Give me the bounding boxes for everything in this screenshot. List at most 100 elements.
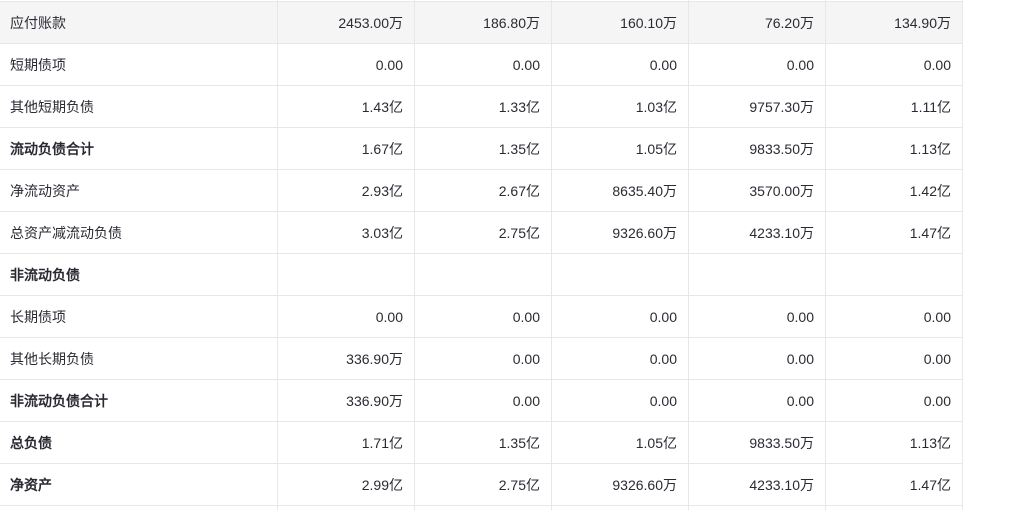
cell-value <box>278 254 415 295</box>
row-label: 其他短期负债 <box>0 86 278 127</box>
cell-value: 9326.60万 <box>552 212 689 253</box>
cell-value: 0.00 <box>415 380 552 421</box>
row-label: 净资产 <box>0 464 278 505</box>
cell-value: 9833.50万 <box>689 422 826 463</box>
cell-value: 0.00 <box>689 296 826 337</box>
cell-value: 3.03亿 <box>278 212 415 253</box>
cell-value <box>278 0 415 1</box>
row-label: 长期债项 <box>0 296 278 337</box>
cell-value: 9833.50万 <box>689 128 826 169</box>
table-row-total-current-liabilities[interactable]: 流动负债合计 1.67亿 1.35亿 1.05亿 9833.50万 1.13亿 <box>0 128 963 170</box>
cell-value: 1.35亿 <box>415 422 552 463</box>
cell-value: 2.67亿 <box>415 170 552 211</box>
cell-value: 1.11亿 <box>826 86 963 127</box>
partial-row-top <box>0 0 963 2</box>
cell-value <box>415 506 552 510</box>
row-label: 非流动负债合计 <box>0 380 278 421</box>
cell-value: 186.80万 <box>415 2 552 43</box>
cell-value: 1.03亿 <box>552 86 689 127</box>
cell-value: 0.00 <box>689 380 826 421</box>
cell-value: 160.10万 <box>552 2 689 43</box>
cell-value <box>278 506 415 510</box>
row-label <box>0 506 278 510</box>
cell-value: 0.00 <box>689 338 826 379</box>
cell-value <box>552 0 689 1</box>
cell-value: 8635.40万 <box>552 170 689 211</box>
cell-value: 2.75亿 <box>415 464 552 505</box>
cell-value <box>689 0 826 1</box>
cell-value: 0.00 <box>278 296 415 337</box>
cell-value: 1.35亿 <box>415 128 552 169</box>
table-row-accounts-payable[interactable]: 应付账款 2453.00万 186.80万 160.10万 76.20万 134… <box>0 2 963 44</box>
row-label: 总资产减流动负债 <box>0 212 278 253</box>
cell-value: 0.00 <box>415 44 552 85</box>
table-row-long-term-debt[interactable]: 长期债项 0.00 0.00 0.00 0.00 0.00 <box>0 296 963 338</box>
cell-value: 9757.30万 <box>689 86 826 127</box>
table-row-total-liabilities[interactable]: 总负债 1.71亿 1.35亿 1.05亿 9833.50万 1.13亿 <box>0 422 963 464</box>
cell-value: 3570.00万 <box>689 170 826 211</box>
row-label: 总负债 <box>0 422 278 463</box>
cell-value <box>689 506 826 510</box>
table-row-non-current-liabilities-section[interactable]: 非流动负债 <box>0 254 963 296</box>
partial-row-bottom <box>0 506 963 510</box>
table-row-net-current-assets[interactable]: 净流动资产 2.93亿 2.67亿 8635.40万 3570.00万 1.42… <box>0 170 963 212</box>
cell-value: 1.05亿 <box>552 422 689 463</box>
row-label: 非流动负债 <box>0 254 278 295</box>
table-row-other-short-term-liabilities[interactable]: 其他短期负债 1.43亿 1.33亿 1.03亿 9757.30万 1.11亿 <box>0 86 963 128</box>
row-label: 其他长期负债 <box>0 338 278 379</box>
table-row-net-assets[interactable]: 净资产 2.99亿 2.75亿 9326.60万 4233.10万 1.47亿 <box>0 464 963 506</box>
cell-value <box>689 254 826 295</box>
cell-value: 0.00 <box>552 380 689 421</box>
cell-value <box>415 0 552 1</box>
cell-value: 0.00 <box>689 44 826 85</box>
cell-value: 336.90万 <box>278 338 415 379</box>
cell-value: 1.47亿 <box>826 464 963 505</box>
row-label: 应付账款 <box>0 2 278 43</box>
table-row-total-non-current-liabilities[interactable]: 非流动负债合计 336.90万 0.00 0.00 0.00 0.00 <box>0 380 963 422</box>
cell-value: 1.05亿 <box>552 128 689 169</box>
cell-value: 0.00 <box>826 296 963 337</box>
cell-value: 2453.00万 <box>278 2 415 43</box>
cell-value: 1.42亿 <box>826 170 963 211</box>
cell-value: 0.00 <box>552 338 689 379</box>
cell-value: 2.75亿 <box>415 212 552 253</box>
cell-value: 4233.10万 <box>689 464 826 505</box>
cell-value: 2.99亿 <box>278 464 415 505</box>
cell-value: 1.47亿 <box>826 212 963 253</box>
cell-value: 1.33亿 <box>415 86 552 127</box>
cell-value: 0.00 <box>552 296 689 337</box>
cell-value: 2.93亿 <box>278 170 415 211</box>
cell-value <box>826 506 963 510</box>
cell-value: 134.90万 <box>826 2 963 43</box>
balance-sheet-table: 应付账款 2453.00万 186.80万 160.10万 76.20万 134… <box>0 0 963 510</box>
cell-value <box>552 506 689 510</box>
cell-value <box>552 254 689 295</box>
cell-value <box>826 254 963 295</box>
cell-value: 0.00 <box>415 338 552 379</box>
cell-value: 0.00 <box>415 296 552 337</box>
cell-value: 0.00 <box>552 44 689 85</box>
cell-value: 0.00 <box>826 44 963 85</box>
row-label: 净流动资产 <box>0 170 278 211</box>
table-row-short-term-debt[interactable]: 短期债项 0.00 0.00 0.00 0.00 0.00 <box>0 44 963 86</box>
cell-value: 1.13亿 <box>826 128 963 169</box>
row-label <box>0 0 278 1</box>
cell-value: 4233.10万 <box>689 212 826 253</box>
row-label: 流动负债合计 <box>0 128 278 169</box>
cell-value: 0.00 <box>826 380 963 421</box>
cell-value: 9326.60万 <box>552 464 689 505</box>
cell-value <box>826 0 963 1</box>
row-label: 短期债项 <box>0 44 278 85</box>
table-row-other-long-term-liabilities[interactable]: 其他长期负债 336.90万 0.00 0.00 0.00 0.00 <box>0 338 963 380</box>
cell-value: 1.67亿 <box>278 128 415 169</box>
cell-value: 76.20万 <box>689 2 826 43</box>
table-row-total-assets-less-current-liabilities[interactable]: 总资产减流动负债 3.03亿 2.75亿 9326.60万 4233.10万 1… <box>0 212 963 254</box>
cell-value: 1.13亿 <box>826 422 963 463</box>
cell-value: 0.00 <box>826 338 963 379</box>
cell-value: 336.90万 <box>278 380 415 421</box>
cell-value <box>415 254 552 295</box>
cell-value: 1.43亿 <box>278 86 415 127</box>
cell-value: 0.00 <box>278 44 415 85</box>
cell-value: 1.71亿 <box>278 422 415 463</box>
